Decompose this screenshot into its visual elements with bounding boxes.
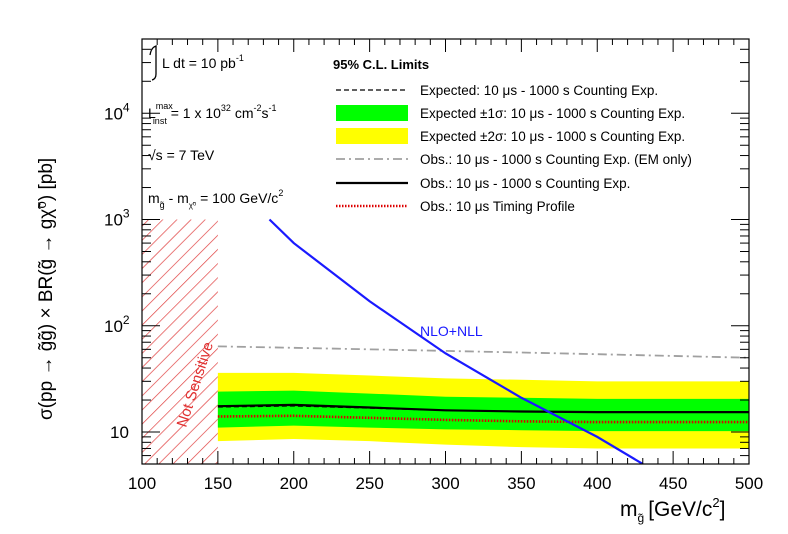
y-tick-label: 102 [104,313,130,336]
integral-symbol [149,44,157,81]
legend-label: Expected ±2σ: 10 μs - 1000 s Counting Ex… [420,129,685,144]
x-axis-label: mg̃ [GeV/c2] [620,495,725,525]
series-obs-counting-exp [217,403,749,414]
legend-label: Obs.: 10 μs Timing Profile [420,199,575,214]
series-nlo-nll [268,218,644,464]
y-tick-label: 10 [110,423,129,442]
x-tick-label: 500 [735,474,763,493]
legend-swatch-yellow-band [336,128,408,144]
legend-label: Obs.: 10 μs - 1000 s Counting Exp. [420,176,630,191]
legend-swatch-green-band [336,105,408,121]
not-sensitive-region [142,219,218,464]
series-obs-em-only [217,345,749,359]
y-axis-label: σ(pp → g̃g̃) × BR(g̃ → gχ̃⁰) [pb] [36,158,57,420]
x-tick-label: 100 [128,474,156,493]
legend-label: Obs.: 10 μs - 1000 s Counting Exp. (EM o… [420,152,692,167]
linst-annotation: Lmax inst = 1 x 1032 cm-2s-1 [148,101,277,126]
y-tick-label: 103 [104,207,130,230]
sqrts-annotation: √s = 7 TeV [148,147,215,163]
x-tick-label: 150 [204,474,232,493]
x-tick-label: 350 [507,474,535,493]
mass-diff-annotation: mg̃ - mχ̃⁰ = 100 GeV/c2 [148,188,283,210]
x-tick-label: 200 [280,474,308,493]
legend: Expected: 10 μs - 1000 s Counting Exp. Ex… [336,83,692,214]
nlo-label: NLO+NLL [420,323,483,339]
x-tick-label: 250 [355,474,383,493]
x-tick-label: 300 [431,474,459,493]
x-tick-label: 450 [659,474,687,493]
legend-label: Expected: 10 μs - 1000 s Counting Exp. [420,83,658,98]
legend-label: Expected ±1σ: 10 μs - 1000 s Counting Ex… [420,106,685,121]
y-tick-label: 104 [104,100,130,123]
lumi-annotation: L dt = 10 pb-1 [162,53,244,71]
legend-title: 95% C.L. Limits [333,57,429,72]
x-tick-label: 400 [583,474,611,493]
